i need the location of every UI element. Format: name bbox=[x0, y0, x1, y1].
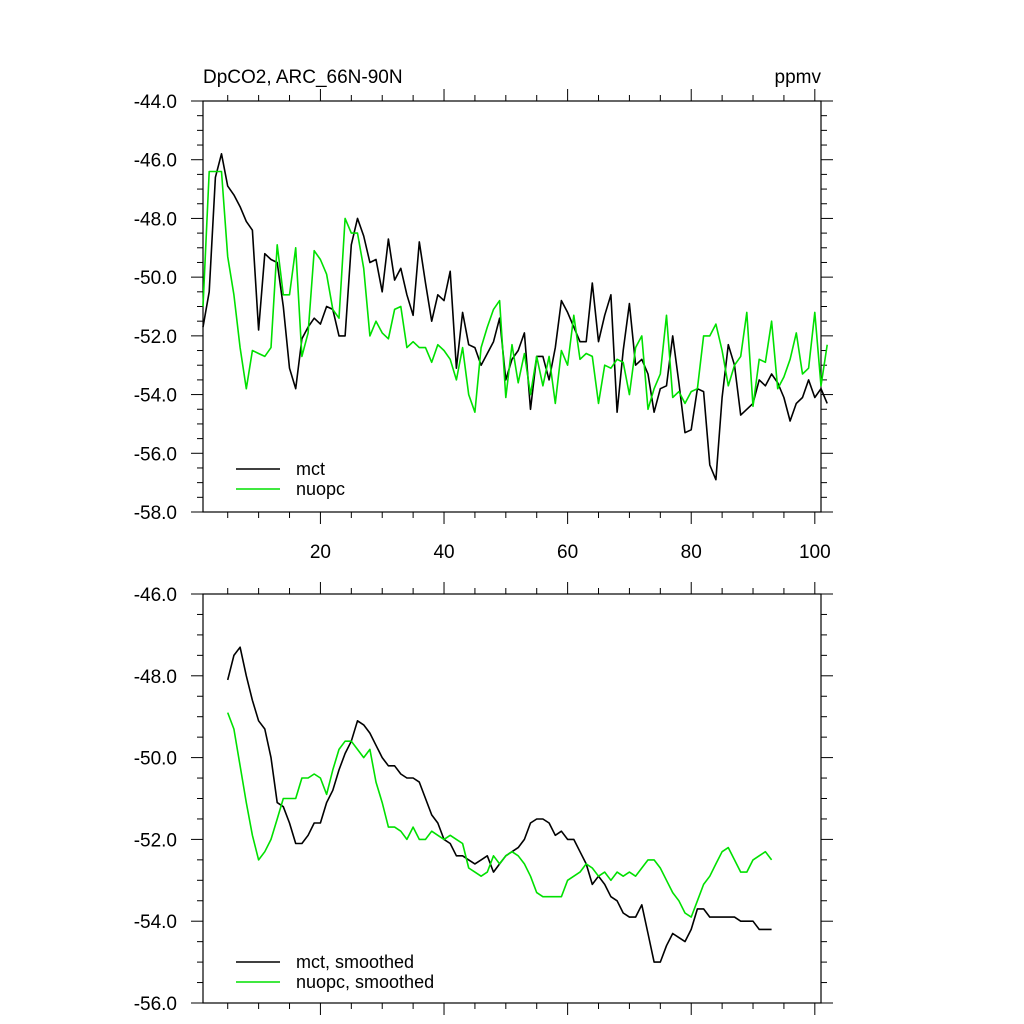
top-x-tick-label: 20 bbox=[310, 542, 331, 563]
bottom-y-tick-label: -46.0 bbox=[134, 585, 177, 606]
bottom-y-tick-label: -50.0 bbox=[134, 749, 177, 770]
top-legend-label: nuopc bbox=[296, 479, 345, 499]
top-plot-frame bbox=[202, 100, 822, 513]
bottom-legend-label: nuopc, smoothed bbox=[296, 972, 434, 992]
top-y-tick-label: -46.0 bbox=[134, 151, 177, 172]
top-legend-label: mct bbox=[296, 459, 325, 479]
top-panel-plot: 20 40 60 80 100 -58.0 -56.0 -54.0 -52.0 -50.0 -48.… bbox=[134, 89, 833, 563]
top-y-tick-label: -48.0 bbox=[134, 209, 177, 230]
top-y-tick-label: -44.0 bbox=[134, 92, 177, 113]
top-panel-title: DpCO2, ARC_66N-90N bbox=[203, 67, 403, 88]
bottom-y-tick-label: -54.0 bbox=[134, 912, 177, 933]
bottom-legend-label: mct, smoothed bbox=[296, 952, 414, 972]
bottom-series-nuopc-smoothed-line bbox=[226, 712, 773, 918]
bottom-series-mct-smoothed-line bbox=[226, 646, 772, 963]
top-y-tick-label: -56.0 bbox=[134, 444, 177, 465]
top-x-tick-label: 40 bbox=[433, 542, 454, 563]
top-y-tick-label: -58.0 bbox=[134, 503, 177, 524]
top-x-tick-label: 60 bbox=[557, 542, 578, 563]
bottom-y-tick-label: -52.0 bbox=[134, 830, 177, 851]
top-x-tick-label: 100 bbox=[799, 542, 831, 563]
top-series-mct-line bbox=[202, 153, 828, 481]
top-series-nuopc-line bbox=[202, 170, 828, 414]
top-y-tick-label: -50.0 bbox=[134, 268, 177, 289]
bottom-y-tick-label: -56.0 bbox=[134, 994, 177, 1015]
top-panel-units: ppmv bbox=[775, 67, 822, 88]
top-y-tick-label: -52.0 bbox=[134, 327, 177, 348]
top-x-tick-label: 80 bbox=[681, 542, 702, 563]
top-y-tick-label: -54.0 bbox=[134, 386, 177, 407]
bottom-panel-plot: -56.0 -54.0 -52.0 -50.0 -48.0 -46.0 mct, smoot… bbox=[134, 582, 833, 1015]
bottom-y-tick-label: -48.0 bbox=[134, 667, 177, 688]
